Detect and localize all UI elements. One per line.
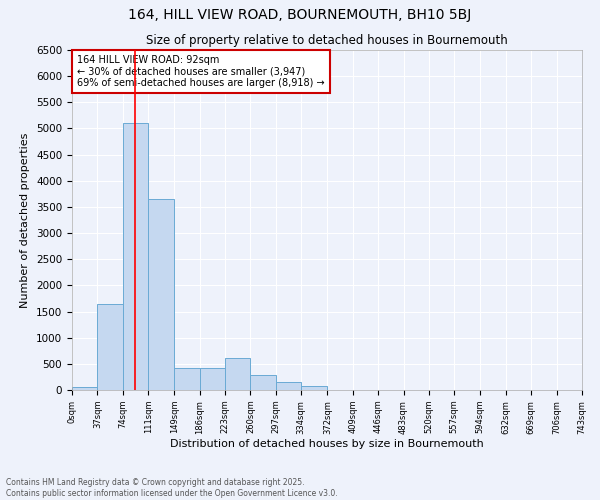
Bar — [174, 368, 200, 390]
Bar — [276, 382, 301, 390]
Bar — [250, 376, 276, 390]
Bar — [225, 358, 250, 390]
Text: 164, HILL VIEW ROAD, BOURNEMOUTH, BH10 5BJ: 164, HILL VIEW ROAD, BOURNEMOUTH, BH10 5… — [128, 8, 472, 22]
Bar — [123, 123, 148, 390]
Y-axis label: Number of detached properties: Number of detached properties — [20, 132, 31, 308]
Bar — [200, 368, 225, 390]
Bar — [148, 199, 174, 390]
X-axis label: Distribution of detached houses by size in Bournemouth: Distribution of detached houses by size … — [170, 439, 484, 449]
Text: Contains HM Land Registry data © Crown copyright and database right 2025.
Contai: Contains HM Land Registry data © Crown c… — [6, 478, 338, 498]
Bar — [301, 386, 328, 390]
Bar — [97, 304, 123, 390]
Bar — [72, 388, 97, 390]
Title: Size of property relative to detached houses in Bournemouth: Size of property relative to detached ho… — [146, 34, 508, 48]
Text: 164 HILL VIEW ROAD: 92sqm
← 30% of detached houses are smaller (3,947)
69% of se: 164 HILL VIEW ROAD: 92sqm ← 30% of detac… — [77, 55, 325, 88]
